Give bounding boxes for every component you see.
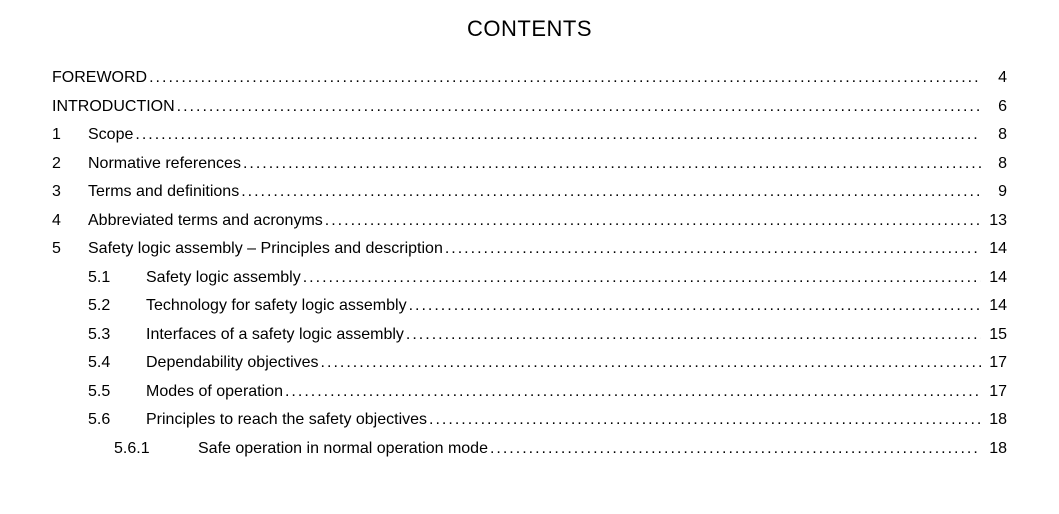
toc-number: 5.6.1 [114, 441, 198, 457]
toc-leader [243, 156, 981, 172]
contents-page: CONTENTS FOREWORD4INTRODUCTION61Scope82N… [0, 0, 1059, 457]
toc-label: Modes of operation [146, 384, 283, 400]
toc-label: INTRODUCTION [52, 99, 175, 115]
toc-entry: 4Abbreviated terms and acronyms 13 [52, 213, 1007, 229]
toc-number: 5.1 [88, 270, 146, 286]
toc-page-number: 4 [983, 70, 1007, 86]
toc-entry: 5Safety logic assembly – Principles and … [52, 241, 1007, 257]
toc-page-number: 18 [983, 412, 1007, 428]
toc-number: 4 [52, 213, 88, 229]
toc-leader [177, 99, 981, 115]
toc-label: Principles to reach the safety objective… [146, 412, 427, 428]
toc-number: 1 [52, 127, 88, 143]
toc-page-number: 17 [983, 384, 1007, 400]
toc-label: Dependability objectives [146, 355, 319, 371]
toc-entry: 1Scope 8 [52, 127, 1007, 143]
toc-leader [135, 127, 981, 143]
toc-entry: FOREWORD 4 [52, 70, 1007, 86]
toc-leader [429, 412, 981, 428]
toc-page-number: 15 [983, 327, 1007, 343]
toc-number: 5 [52, 241, 88, 257]
toc-number: 5.2 [88, 298, 146, 314]
toc-leader [285, 384, 981, 400]
toc-leader [303, 270, 981, 286]
toc-page-number: 13 [983, 213, 1007, 229]
toc-page-number: 8 [983, 127, 1007, 143]
toc-leader [241, 184, 981, 200]
toc-label: Terms and definitions [88, 184, 239, 200]
toc-entry: 5.6Principles to reach the safety object… [52, 412, 1007, 428]
toc-leader [325, 213, 981, 229]
toc-leader [490, 441, 981, 457]
toc-number: 5.4 [88, 355, 146, 371]
toc-page-number: 9 [983, 184, 1007, 200]
toc-leader [445, 241, 981, 257]
toc-leader [149, 70, 981, 86]
toc-label: Interfaces of a safety logic assembly [146, 327, 404, 343]
toc-page-number: 14 [983, 298, 1007, 314]
toc-page-number: 6 [983, 99, 1007, 115]
toc-label: Safety logic assembly – Principles and d… [88, 241, 443, 257]
toc-page-number: 17 [983, 355, 1007, 371]
toc-leader [406, 327, 981, 343]
toc-page-number: 14 [983, 241, 1007, 257]
toc-label: Safe operation in normal operation mode [198, 441, 488, 457]
toc-entry: 5.6.1Safe operation in normal operation … [52, 441, 1007, 457]
toc-page-number: 8 [983, 156, 1007, 172]
toc-label: Normative references [88, 156, 241, 172]
toc-entry: 5.4Dependability objectives 17 [52, 355, 1007, 371]
toc-number: 5.5 [88, 384, 146, 400]
toc-label: Safety logic assembly [146, 270, 301, 286]
toc-entry: 5.1Safety logic assembly 14 [52, 270, 1007, 286]
toc-page-number: 18 [983, 441, 1007, 457]
toc-number: 5.6 [88, 412, 146, 428]
contents-title: CONTENTS [52, 16, 1007, 42]
toc-label: Scope [88, 127, 133, 143]
toc-entry: 5.3Interfaces of a safety logic assembly… [52, 327, 1007, 343]
toc-entry: 2Normative references 8 [52, 156, 1007, 172]
toc-entry: 3Terms and definitions 9 [52, 184, 1007, 200]
toc-leader [321, 355, 981, 371]
toc-leader [409, 298, 981, 314]
toc-label: FOREWORD [52, 70, 147, 86]
table-of-contents: FOREWORD4INTRODUCTION61Scope82Normative … [52, 70, 1007, 457]
toc-number: 2 [52, 156, 88, 172]
toc-entry: INTRODUCTION 6 [52, 99, 1007, 115]
toc-page-number: 14 [983, 270, 1007, 286]
toc-entry: 5.2Technology for safety logic assembly 1… [52, 298, 1007, 314]
toc-entry: 5.5Modes of operation 17 [52, 384, 1007, 400]
toc-label: Technology for safety logic assembly [146, 298, 407, 314]
toc-label: Abbreviated terms and acronyms [88, 213, 323, 229]
toc-number: 3 [52, 184, 88, 200]
toc-number: 5.3 [88, 327, 146, 343]
